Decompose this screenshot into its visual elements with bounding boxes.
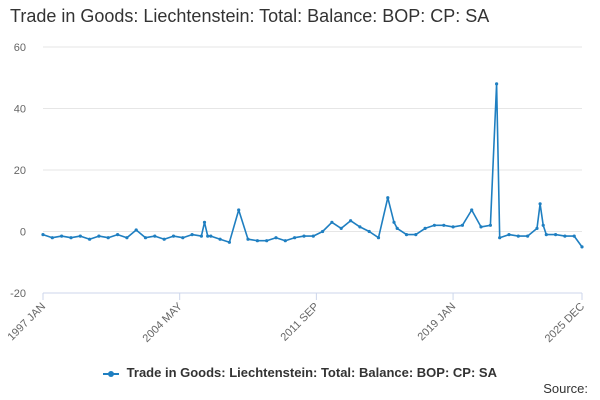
source-label: Source: bbox=[543, 381, 588, 396]
data-point[interactable] bbox=[349, 219, 353, 223]
data-point[interactable] bbox=[367, 229, 371, 234]
series-line-group[interactable] bbox=[41, 82, 584, 249]
data-point[interactable] bbox=[60, 234, 64, 238]
data-point[interactable] bbox=[414, 233, 418, 237]
x-tick-label: 2025 DEC bbox=[543, 301, 587, 345]
data-point[interactable] bbox=[330, 220, 334, 224]
data-point[interactable] bbox=[386, 196, 390, 200]
data-point[interactable] bbox=[218, 237, 222, 241]
data-point[interactable] bbox=[423, 226, 427, 230]
data-point[interactable] bbox=[495, 82, 499, 86]
chart-title: Trade in Goods: Liechtenstein: Total: Ba… bbox=[10, 6, 490, 26]
data-point[interactable] bbox=[202, 220, 207, 224]
data-point[interactable] bbox=[321, 229, 325, 234]
data-point[interactable] bbox=[488, 223, 492, 227]
data-point[interactable] bbox=[162, 237, 166, 241]
data-point[interactable] bbox=[302, 234, 306, 238]
data-point[interactable] bbox=[246, 237, 250, 241]
data-point[interactable] bbox=[134, 228, 138, 232]
x-tick-label: 2004 MAY bbox=[141, 300, 186, 345]
data-point[interactable] bbox=[479, 225, 483, 229]
data-point[interactable] bbox=[554, 233, 558, 237]
legend-swatch-icon bbox=[103, 370, 120, 377]
data-point[interactable] bbox=[572, 234, 576, 238]
data-point[interactable] bbox=[125, 236, 129, 240]
data-point[interactable] bbox=[311, 234, 315, 238]
y-tick-label: 0 bbox=[20, 227, 26, 239]
data-point[interactable] bbox=[181, 236, 185, 240]
data-point[interactable] bbox=[265, 239, 269, 243]
data-point[interactable] bbox=[580, 245, 584, 249]
y-tick-label: 60 bbox=[14, 42, 26, 54]
data-point[interactable] bbox=[526, 234, 530, 238]
data-point[interactable] bbox=[563, 234, 567, 238]
data-point[interactable] bbox=[153, 234, 157, 238]
data-point[interactable] bbox=[274, 236, 278, 240]
data-point[interactable] bbox=[395, 226, 399, 230]
data-point[interactable] bbox=[339, 226, 343, 230]
data-point[interactable] bbox=[432, 223, 436, 227]
data-point[interactable] bbox=[541, 223, 545, 227]
legend-label: Trade in Goods: Liechtenstein: Total: Ba… bbox=[126, 365, 497, 380]
data-point[interactable] bbox=[237, 208, 241, 212]
x-axis: 1997 JAN 2004 MAY 2011 SEP 2019 JAN 2025 DEC bbox=[5, 292, 587, 345]
legend[interactable]: Trade in Goods: Liechtenstein: Total: Ba… bbox=[0, 365, 600, 380]
data-point[interactable] bbox=[199, 234, 203, 238]
data-point[interactable] bbox=[106, 236, 110, 240]
data-point[interactable] bbox=[50, 236, 54, 240]
data-point[interactable] bbox=[535, 226, 539, 230]
data-point[interactable] bbox=[451, 225, 455, 229]
x-tick-label: 2019 JAN bbox=[416, 301, 459, 344]
y-tick-label: -20 bbox=[10, 288, 26, 300]
data-point[interactable] bbox=[88, 237, 92, 241]
data-point[interactable] bbox=[376, 236, 381, 240]
data-point[interactable] bbox=[283, 239, 287, 243]
data-point[interactable] bbox=[143, 236, 148, 240]
data-point[interactable] bbox=[392, 220, 396, 224]
data-point[interactable] bbox=[460, 223, 464, 227]
data-point[interactable] bbox=[358, 225, 362, 229]
data-point[interactable] bbox=[227, 240, 231, 244]
data-point[interactable] bbox=[209, 234, 213, 238]
x-tick-label: 2011 SEP bbox=[279, 301, 322, 344]
data-point[interactable] bbox=[442, 223, 446, 227]
data-point[interactable] bbox=[404, 233, 409, 237]
data-point[interactable] bbox=[190, 233, 194, 237]
data-point[interactable] bbox=[538, 202, 542, 206]
data-point[interactable] bbox=[498, 236, 502, 240]
data-point[interactable] bbox=[516, 234, 520, 238]
data-point[interactable] bbox=[470, 208, 474, 212]
y-tick-label: 40 bbox=[14, 104, 26, 116]
data-point[interactable] bbox=[206, 234, 210, 238]
data-point[interactable] bbox=[171, 234, 176, 238]
data-point[interactable] bbox=[507, 233, 511, 237]
data-point[interactable] bbox=[69, 236, 73, 240]
y-tick-label: 20 bbox=[14, 165, 26, 177]
data-point[interactable] bbox=[255, 239, 259, 243]
data-point[interactable] bbox=[293, 236, 297, 240]
grid-lines bbox=[43, 46, 582, 294]
data-point[interactable] bbox=[544, 233, 548, 237]
data-point[interactable] bbox=[78, 234, 82, 238]
data-point[interactable] bbox=[97, 234, 101, 238]
y-axis: -20 0 20 40 60 bbox=[10, 42, 26, 300]
data-point[interactable] bbox=[41, 233, 45, 237]
x-tick-label: 1997 JAN bbox=[5, 301, 48, 344]
data-point[interactable] bbox=[116, 233, 120, 237]
